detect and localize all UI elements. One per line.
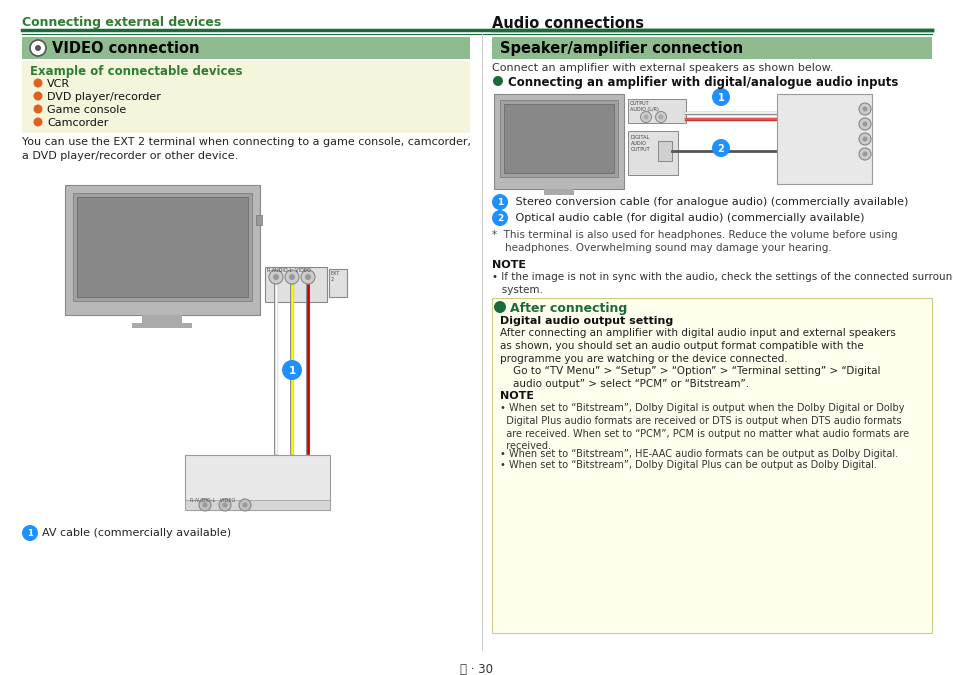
Text: • When set to “Bitstream”, Dolby Digital Plus can be output as Dolby Digital.: • When set to “Bitstream”, Dolby Digital…	[499, 460, 876, 470]
Circle shape	[282, 360, 302, 380]
Text: 1: 1	[27, 529, 33, 538]
Bar	[142, 315, 182, 323]
Bar	[22, 37, 470, 59]
Bar	[627, 131, 678, 175]
Text: 1: 1	[288, 366, 295, 376]
Bar	[73, 193, 252, 301]
Circle shape	[22, 525, 38, 541]
Text: EXT
2: EXT 2	[331, 271, 340, 282]
Text: After connecting an amplifier with digital audio input and external speakers
as : After connecting an amplifier with digit…	[499, 328, 895, 365]
Text: Speaker/amplifier connection: Speaker/amplifier connection	[499, 41, 742, 56]
Circle shape	[858, 103, 870, 115]
Bar	[627, 99, 685, 123]
Text: • When set to “Bitstream”, Dolby Digital is output when the Dolby Digital or Dol: • When set to “Bitstream”, Dolby Digital…	[499, 403, 908, 452]
Text: Game console: Game console	[47, 105, 126, 115]
Bar	[776, 94, 871, 184]
Text: • If the image is not in sync with the audio, check the settings of the connecte: • If the image is not in sync with the a…	[492, 272, 953, 295]
Text: Example of connectable devices: Example of connectable devices	[30, 65, 242, 78]
Text: Connecting an amplifier with digital/analogue audio inputs: Connecting an amplifier with digital/ana…	[507, 76, 898, 89]
Bar	[265, 267, 327, 302]
Bar	[499, 100, 618, 177]
Circle shape	[33, 92, 43, 101]
Bar	[185, 500, 330, 510]
Text: NOTE: NOTE	[499, 391, 534, 401]
Circle shape	[711, 88, 729, 106]
Circle shape	[33, 117, 43, 126]
Circle shape	[202, 502, 208, 508]
Circle shape	[285, 270, 298, 284]
Text: You can use the EXT 2 terminal when connecting to a game console, camcorder,
a D: You can use the EXT 2 terminal when conn…	[22, 137, 471, 161]
Circle shape	[494, 301, 505, 313]
Circle shape	[199, 499, 211, 511]
Text: R-AUDIO-L   VIDEO: R-AUDIO-L VIDEO	[190, 498, 235, 503]
Bar	[255, 215, 262, 225]
Bar	[494, 94, 623, 189]
Text: AUDIO (L/R): AUDIO (L/R)	[629, 107, 659, 112]
Text: DVD player/recorder: DVD player/recorder	[47, 92, 161, 102]
Circle shape	[858, 148, 870, 160]
Circle shape	[862, 107, 866, 111]
Circle shape	[655, 111, 666, 122]
Circle shape	[239, 499, 251, 511]
Circle shape	[289, 274, 294, 280]
Circle shape	[858, 118, 870, 130]
Circle shape	[658, 115, 662, 119]
Bar	[329, 269, 347, 297]
Text: Ⓐ · 30: Ⓐ · 30	[460, 663, 493, 675]
Circle shape	[242, 502, 247, 508]
Circle shape	[492, 194, 507, 210]
Circle shape	[301, 270, 314, 284]
Text: VIDEO connection: VIDEO connection	[52, 41, 199, 56]
Bar	[65, 185, 260, 315]
Bar	[543, 189, 574, 195]
Text: Stereo conversion cable (for analogue audio) (commercially available): Stereo conversion cable (for analogue au…	[512, 197, 907, 207]
Text: Audio connections: Audio connections	[492, 16, 643, 31]
Text: OUTPUT: OUTPUT	[629, 101, 649, 106]
Circle shape	[222, 502, 227, 508]
Circle shape	[643, 115, 648, 119]
Circle shape	[305, 274, 311, 280]
Circle shape	[862, 151, 866, 157]
Text: AV cable (commercially available): AV cable (commercially available)	[42, 528, 231, 538]
Text: Go to “TV Menu” > “Setup” > “Option” > “Terminal setting” > “Digital
    audio o: Go to “TV Menu” > “Setup” > “Option” > “…	[499, 366, 880, 389]
Bar	[77, 197, 248, 297]
Bar	[22, 61, 470, 133]
Text: Optical audio cable (for digital audio) (commercially available): Optical audio cable (for digital audio) …	[512, 213, 863, 223]
Text: Connecting external devices: Connecting external devices	[22, 16, 221, 29]
Text: R-AUDIO-L  VIDEO: R-AUDIO-L VIDEO	[267, 268, 311, 273]
Bar	[132, 323, 192, 328]
Text: NOTE: NOTE	[492, 260, 525, 270]
Bar	[658, 141, 671, 161]
Text: Digital audio output setting: Digital audio output setting	[499, 316, 673, 326]
Circle shape	[862, 136, 866, 142]
Text: DIGITAL
AUDIO
OUTPUT: DIGITAL AUDIO OUTPUT	[630, 135, 650, 153]
Bar	[492, 298, 931, 633]
Circle shape	[862, 122, 866, 126]
Text: *  This terminal is also used for headphones. Reduce the volume before using
   : * This terminal is also used for headpho…	[492, 230, 897, 253]
Text: After connecting: After connecting	[510, 302, 626, 315]
Circle shape	[639, 111, 651, 122]
Text: 1: 1	[717, 93, 723, 103]
Circle shape	[492, 210, 507, 226]
Circle shape	[273, 274, 278, 280]
Bar	[185, 455, 330, 510]
Text: Connect an amplifier with external speakers as shown below.: Connect an amplifier with external speak…	[492, 63, 833, 73]
Circle shape	[711, 139, 729, 157]
Circle shape	[219, 499, 231, 511]
Text: 1: 1	[497, 198, 502, 207]
Circle shape	[858, 133, 870, 145]
Bar	[492, 37, 931, 59]
Text: Camcorder: Camcorder	[47, 118, 109, 128]
Text: 2: 2	[717, 144, 723, 154]
Circle shape	[30, 40, 46, 56]
Text: 2: 2	[497, 214, 502, 223]
Circle shape	[33, 105, 43, 113]
Circle shape	[269, 270, 283, 284]
Circle shape	[35, 45, 41, 51]
Circle shape	[493, 76, 502, 86]
Bar	[503, 104, 614, 173]
Circle shape	[33, 78, 43, 88]
Text: VCR: VCR	[47, 79, 71, 89]
Text: • When set to “Bitstream”, HE-AAC audio formats can be output as Dolby Digital.: • When set to “Bitstream”, HE-AAC audio …	[499, 449, 897, 459]
